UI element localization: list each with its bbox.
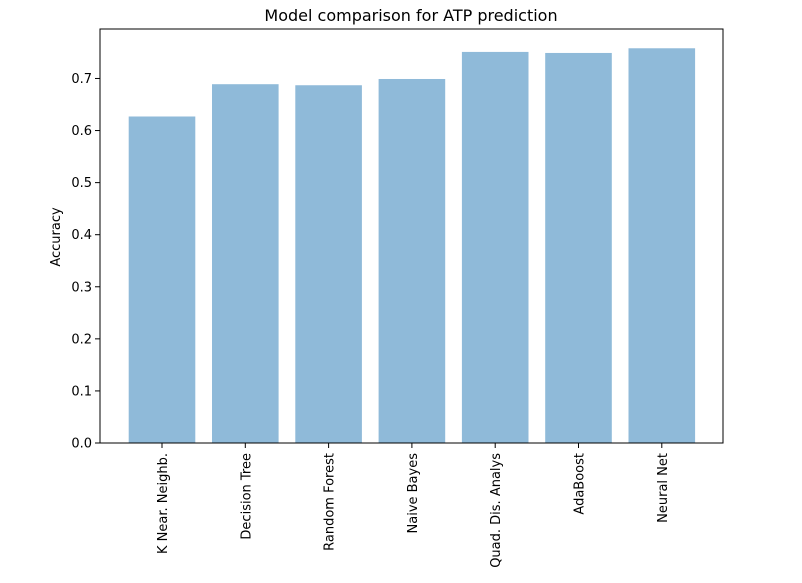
- x-tick-label: Quad. Dis. Analys: [489, 453, 504, 568]
- bar-naive-bayes: [378, 78, 446, 443]
- y-tick-label: 0.0: [71, 437, 92, 452]
- x-tick-label: K Near. Neighb.: [156, 453, 171, 554]
- y-tick-label: 0.2: [71, 332, 92, 347]
- bar-k-near-neighb: [128, 116, 196, 444]
- y-tick-label: 0.7: [71, 72, 92, 87]
- bars-group: [128, 48, 696, 444]
- x-tick-label: Neural Net: [656, 453, 671, 523]
- y-tick-label: 0.3: [71, 280, 92, 295]
- y-axis-label: Accuracy: [49, 207, 64, 267]
- x-tick-label: Decision Tree: [239, 453, 254, 540]
- x-tick-label: Naive Bayes: [406, 453, 421, 534]
- y-tick-label: 0.5: [71, 176, 92, 191]
- plot-frame: [99, 28, 724, 444]
- x-tick-label: AdaBoost: [573, 453, 588, 515]
- bar-adaboost: [545, 52, 612, 444]
- bar-neural-net: [628, 48, 696, 444]
- y-tick-label: 0.4: [71, 228, 92, 243]
- y-axis-ticks: 0.0 0.1 0.2 0.3 0.4 0.5 0.6 0.7: [71, 72, 100, 452]
- bar-decision-tree: [212, 84, 279, 443]
- x-axis-ticks: K Near. Neighb. Decision Tree Random Fores…: [156, 443, 671, 568]
- y-tick-label: 0.1: [71, 384, 92, 399]
- x-tick-label: Random Forest: [323, 453, 338, 551]
- y-tick-label: 0.6: [71, 124, 92, 139]
- chart-title: Model comparison for ATP prediction: [264, 6, 557, 25]
- bar-quad-dis-analys: [461, 51, 529, 443]
- bar-random-forest: [295, 85, 362, 443]
